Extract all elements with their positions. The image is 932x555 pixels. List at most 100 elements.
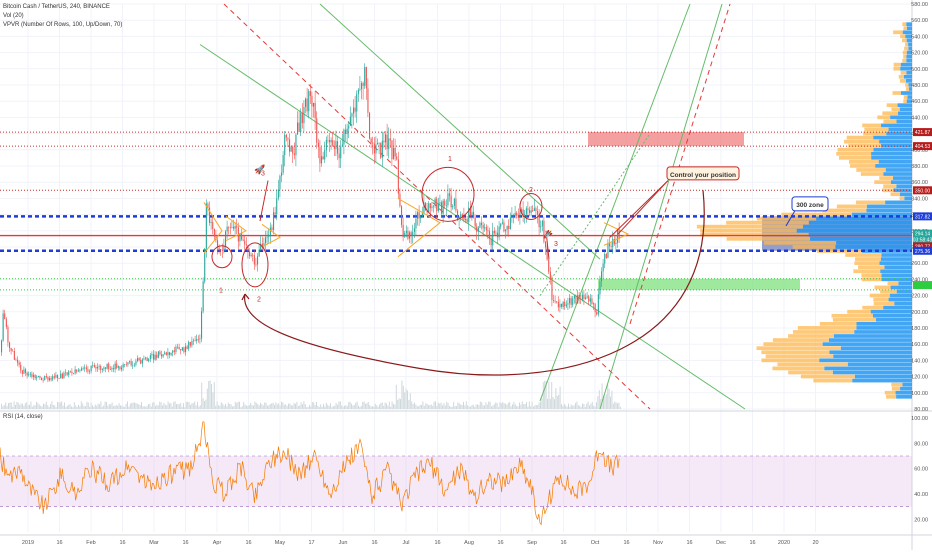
volume-profile-bar [813,378,853,383]
volume-bar [167,401,169,409]
volume-bar [582,403,583,409]
candle [301,112,303,124]
volume-bar [288,403,289,409]
candle [119,366,121,370]
volume-bar [79,406,81,409]
volume-bar [573,405,575,409]
volume-bar [192,403,194,409]
volume-bar [531,401,533,409]
time-axis-tick: 16 [56,540,62,546]
candle [156,354,158,358]
volume-bar [388,401,390,409]
candle [90,365,92,372]
candle [397,159,399,194]
volume-bar [430,404,432,409]
candle [220,249,222,250]
volume-profile-bar [908,83,912,87]
volume-profile-bar [824,366,912,371]
volume-bar [524,403,526,409]
rsi-indicator-label[interactable]: RSI (14, close) [3,414,43,420]
volume-bar [293,402,295,409]
volume-bar [65,407,67,409]
volume-bar [310,406,312,409]
volume-profile-bar [884,265,912,270]
candle [82,368,84,370]
time-axis-tick: Dec [716,540,726,546]
volume-bar [229,403,231,409]
volume-bar [498,407,499,409]
volume-bar [318,407,320,409]
volume-bar [184,407,186,409]
candle [209,207,211,223]
candle [129,361,131,363]
volume-bar [202,398,204,409]
candle [89,371,91,372]
candle [217,240,219,248]
volume-bar [503,403,505,409]
volume-profile-bar [832,370,912,375]
volume-bar [421,404,422,409]
candle [325,139,327,151]
price-tag-label: 404.53 [915,144,931,150]
candle [183,347,185,353]
volume-profile-bar [882,111,898,116]
volume-bar [593,405,595,409]
volume-bar [463,401,464,409]
candle [225,231,227,247]
volume-bar [475,404,477,409]
candle [33,375,35,377]
volume-bar [428,405,429,409]
volume-profile-bar [896,119,912,124]
volume-bar [611,390,613,409]
candle [145,357,147,359]
volume-profile-bar [880,123,912,128]
volume-profile-bar [862,249,912,253]
volume-bar [233,406,235,409]
candle [257,256,259,265]
volume-profile-bar [906,99,912,103]
volume-profile-bar [908,87,912,91]
candle [508,225,510,229]
volume-bar [491,406,492,409]
volume-bar [416,406,418,409]
volume-bar [132,402,134,409]
volume-profile-bar [891,107,900,112]
volume-bar [363,401,365,409]
volume-bar [276,404,278,409]
volume-profile-bar [836,151,872,156]
candle [127,362,129,365]
volume-bar [69,404,71,409]
candle [266,236,268,238]
candle [53,376,55,378]
volume-bar [29,404,30,409]
volume-bar [197,401,198,409]
volume-bar [615,402,617,409]
volume-bar [349,401,351,409]
volume-bar [131,403,133,409]
volume-bar [612,403,614,409]
vpvr-indicator-label[interactable]: VPVR (Number Of Rows, 100, Up/Down, 70) [3,22,123,28]
volume-bar [479,401,481,409]
volume-bar [185,401,187,409]
volume-bar [93,406,95,409]
volume-bar [220,402,222,409]
volume-bar [110,404,112,409]
volume-profile-bar [829,350,912,355]
candle [490,238,492,246]
time-axis-tick: Jul [402,540,409,546]
volume-bar [283,404,285,409]
price-axis-tick: 580.00 [911,2,928,8]
volume-profile-bar [883,172,912,176]
volume-bar [533,406,534,409]
volume-bar [274,404,275,409]
volume-bar [44,404,46,409]
price-axis-tick: 180.00 [911,326,928,332]
volume-bar [456,406,457,409]
volume-bar [244,404,246,409]
time-axis-tick: 17 [308,540,314,546]
vol-indicator-label[interactable]: Vol (20) [3,13,24,19]
symbol-title[interactable]: Bitcoin Cash / TetherUS, 240, BINANCE [3,4,110,10]
candle [511,215,513,218]
candle [404,233,406,238]
